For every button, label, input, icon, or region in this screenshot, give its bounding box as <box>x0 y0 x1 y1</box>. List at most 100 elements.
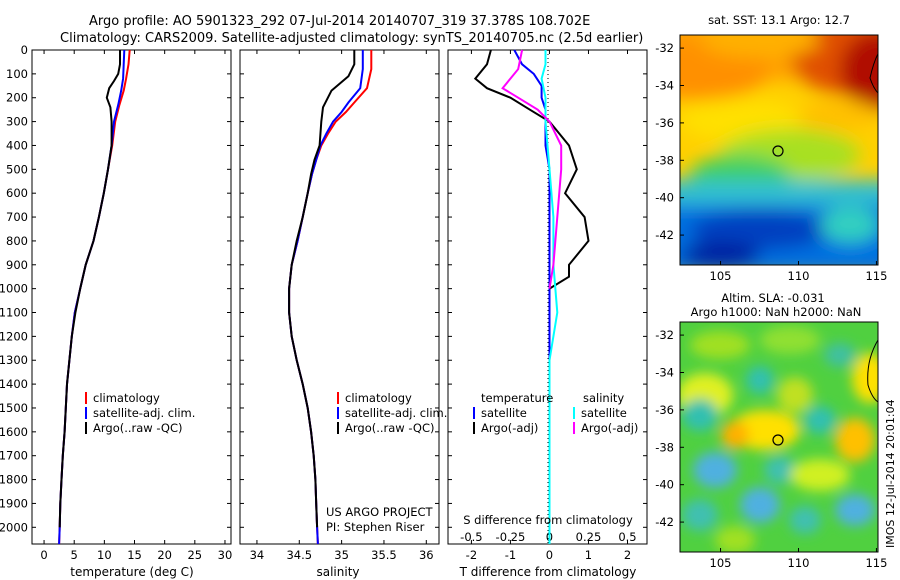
sla-map-axes <box>679 321 879 553</box>
y-tick-label: 1000 <box>0 282 28 296</box>
profile-line <box>473 49 590 290</box>
header-line-1: Argo profile: AO 5901323_292 07-Jul-2014… <box>89 14 590 29</box>
sst-lat-ticks: -32 -34 -36 -38 -40 -42 <box>655 41 684 242</box>
x-tick-label: 0 <box>40 548 47 562</box>
lat-tick-label: -38 <box>655 440 674 454</box>
legend-temperature-title: temperature <box>481 391 553 405</box>
y-tick-label: 1100 <box>0 306 28 320</box>
salinity-legend: climatology satellite-adj. clim. Argo(..… <box>337 391 447 435</box>
lat-tick-label: -34 <box>655 78 674 92</box>
sla-lat-ticks: -32 -34 -36 -38 -40 -42 <box>655 328 684 529</box>
legend-salinity-title: salinity <box>583 391 624 405</box>
x-tick-label: 2 <box>624 548 631 562</box>
profile-line <box>288 50 356 528</box>
lat-tick-label: -42 <box>655 228 674 242</box>
sla-title-2: Argo h1000: NaN h2000: NaN <box>691 305 862 319</box>
y-tick-label: 300 <box>6 115 28 129</box>
difference-depth-ticks <box>448 49 647 528</box>
s-difference-label: S difference from climatology <box>463 513 633 527</box>
x-tick-label: -1 <box>505 548 516 562</box>
temperature-x-label: temperature (deg C) <box>70 565 193 579</box>
s-difference-ticks: -0.5 -0.25 0 0.25 0.5 <box>460 530 636 544</box>
lat-tick-label: -38 <box>655 153 674 167</box>
legend-climatology-label: climatology <box>93 391 160 405</box>
lon-tick-label: 115 <box>865 269 887 283</box>
legend-satellite-label: satellite-adj. clim. <box>345 406 447 420</box>
legend-argo-label: Argo(..raw -QC) <box>93 421 183 435</box>
salinity-panel: 34 34.5 35 35.5 36 salinity climatology sate… <box>239 49 447 579</box>
difference-legend: temperature salinity satellite Argo(-adj… <box>473 391 638 435</box>
difference-profiles <box>473 49 590 544</box>
x-tick-label: 10 <box>97 548 112 562</box>
lon-tick-label: 105 <box>710 269 732 283</box>
header-line-2: Climatology: CARS2009. Satellite-adjuste… <box>60 31 643 46</box>
lat-tick-label: -36 <box>655 116 674 130</box>
profile-line <box>540 50 559 544</box>
difference-axes <box>447 49 648 545</box>
sla-field <box>680 322 878 552</box>
profile-line <box>58 50 121 528</box>
project-name: US ARGO PROJECT <box>326 505 434 519</box>
lat-tick-label: -40 <box>655 478 674 492</box>
y-tick-label: 1700 <box>0 449 28 463</box>
salinity-x-label: salinity <box>316 565 359 579</box>
s-tick-label: -0.5 <box>460 530 482 544</box>
argo-float-marker <box>772 434 784 446</box>
y-tick-label: 800 <box>6 234 28 248</box>
y-tick-label: 900 <box>6 258 28 272</box>
y-tick-label: 500 <box>6 162 28 176</box>
sst-map-panel: sat. SST: 13.1 Argo: 12.7 <box>655 13 887 283</box>
x-tick-label: -2 <box>466 548 477 562</box>
temperature-ticks: 0 5 10 15 20 25 30 <box>40 50 232 562</box>
lat-tick-label: -36 <box>655 403 674 417</box>
salinity-depth-ticks <box>240 49 439 528</box>
x-tick-label: 5 <box>71 548 78 562</box>
y-tick-label: 700 <box>6 210 28 224</box>
x-tick-label: 0 <box>546 548 553 562</box>
t-difference-label: T difference from climatology <box>459 565 637 579</box>
lon-tick-label: 110 <box>788 269 810 283</box>
y-tick-label: 400 <box>6 138 28 152</box>
s-tick-label: 0.5 <box>618 530 636 544</box>
x-tick-label: 15 <box>127 548 142 562</box>
salinity-ticks: 34 34.5 35 35.5 36 <box>250 50 434 562</box>
depth-ticks: 0 100 200 300 400 500 600 700 800 900 1000 1100 1200… <box>0 43 231 534</box>
y-tick-label: 1500 <box>0 401 28 415</box>
lat-tick-label: -34 <box>655 365 674 379</box>
lon-tick-label: 105 <box>710 556 732 570</box>
y-tick-label: 1900 <box>0 496 28 510</box>
lat-tick-label: -42 <box>655 515 674 529</box>
y-tick-label: 1200 <box>0 329 28 343</box>
temperature-panel: 0100200300400500600700800900100011001200… <box>0 43 232 579</box>
s-tick-label: -0.25 <box>496 530 526 544</box>
y-tick-label: 2000 <box>0 520 28 534</box>
y-tick-label: 0 <box>21 43 28 57</box>
y-tick-label: 1300 <box>0 353 28 367</box>
sst-field <box>680 35 878 265</box>
lat-tick-label: -32 <box>655 41 674 55</box>
sla-title-1: Altim. SLA: -0.031 <box>721 291 825 305</box>
imos-credit: IMOS 12-Jul-2014 20:01:04 <box>884 399 897 548</box>
coastline <box>867 339 878 403</box>
s-tick-label: 0.25 <box>576 530 602 544</box>
x-tick-label: 20 <box>157 548 172 562</box>
y-tick-label: 1600 <box>0 425 28 439</box>
y-tick-label: 200 <box>6 91 28 105</box>
legend-t-satellite-label: satellite <box>481 406 527 420</box>
sst-map-title: sat. SST: 13.1 Argo: 12.7 <box>708 13 850 27</box>
legend-climatology-label: climatology <box>345 391 412 405</box>
project-pi: PI: Stephen Riser <box>326 520 425 534</box>
legend-argo-label: Argo(..raw -QC) <box>345 421 435 435</box>
x-tick-label: 36 <box>419 548 434 562</box>
x-tick-label: 35 <box>334 548 349 562</box>
x-tick-label: 30 <box>218 548 233 562</box>
coastline <box>869 52 878 94</box>
x-tick-label: 34.5 <box>286 548 312 562</box>
lon-tick-label: 110 <box>788 556 810 570</box>
sst-map-axes <box>679 34 879 266</box>
temperature-axes <box>31 49 232 545</box>
y-tick-label: 100 <box>6 67 28 81</box>
lat-tick-label: -40 <box>655 191 674 205</box>
salinity-profiles <box>288 50 373 545</box>
